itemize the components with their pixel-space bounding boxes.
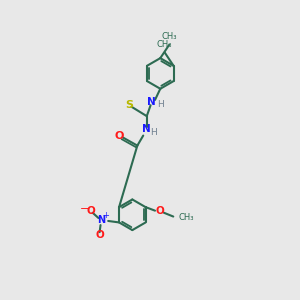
Text: N: N: [97, 215, 106, 225]
Text: O: O: [86, 206, 95, 216]
Text: +: +: [102, 211, 109, 220]
Text: N: N: [142, 124, 151, 134]
Text: O: O: [115, 130, 124, 141]
Text: CH₃: CH₃: [161, 32, 177, 41]
Text: −: −: [80, 204, 89, 214]
Text: CH₃: CH₃: [178, 213, 194, 222]
Text: H: H: [150, 128, 157, 137]
Text: H: H: [157, 100, 164, 109]
Text: N: N: [147, 97, 156, 107]
Text: O: O: [155, 206, 164, 216]
Text: CH₃: CH₃: [157, 40, 172, 49]
Text: O: O: [95, 230, 104, 240]
Text: S: S: [125, 100, 133, 110]
